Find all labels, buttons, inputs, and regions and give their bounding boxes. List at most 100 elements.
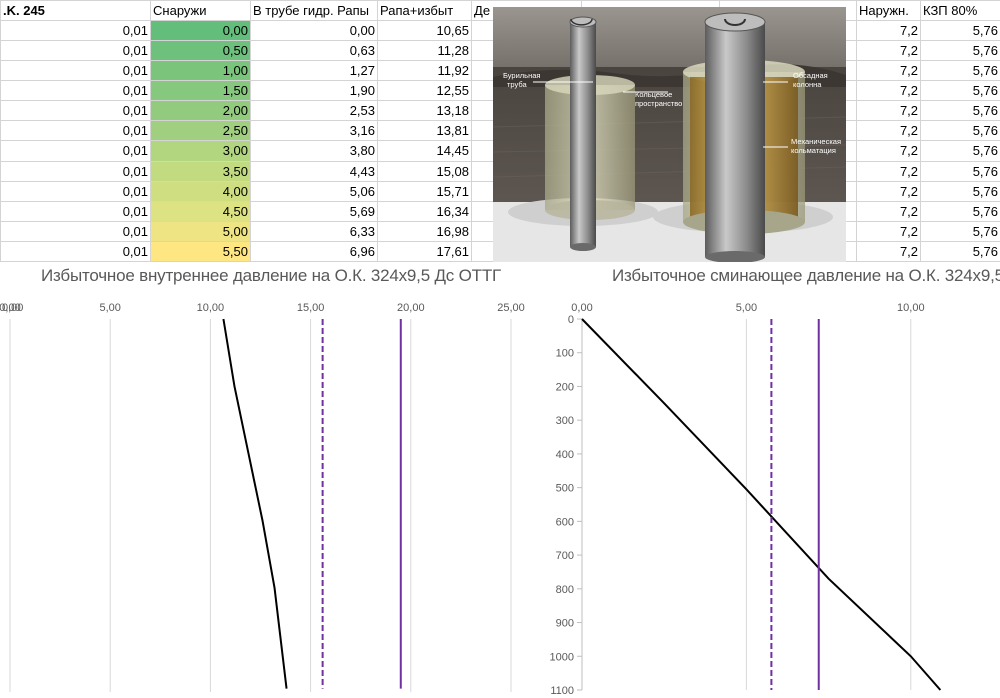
cell-kzp[interactable]: 5,76	[920, 60, 1000, 82]
cell-outside[interactable]: 1,00	[150, 60, 252, 82]
y-tick-label: 500	[556, 483, 574, 495]
cell-kzp[interactable]: 5,76	[920, 20, 1000, 42]
cell-kzp[interactable]: 5,76	[920, 220, 1000, 242]
cell-in-pipe[interactable]: 0,63	[250, 40, 379, 62]
cell-outside[interactable]: 1,50	[150, 80, 252, 102]
cell-kzp[interactable]: 5,76	[920, 80, 1000, 102]
cell-a[interactable]: 0,01	[0, 180, 152, 202]
cell-in-pipe[interactable]: 2,53	[250, 100, 379, 122]
cell-outside[interactable]: 2,50	[150, 120, 252, 142]
cell-brine-excess[interactable]: 16,34	[377, 200, 473, 222]
y-tick-label: 400	[556, 449, 574, 461]
cell-outer[interactable]: 7,2	[856, 80, 922, 102]
well-casing-illustration[interactable]: Бурильная труба Кольцевое пространство О…	[493, 7, 846, 262]
header-cell[interactable]: .K. 245	[0, 0, 152, 22]
cell-brine-excess[interactable]: 11,92	[377, 60, 473, 82]
cell-in-pipe[interactable]: 1,27	[250, 60, 379, 82]
cell-outside[interactable]: 4,50	[150, 200, 252, 222]
x-tick-label: 5,00	[99, 302, 120, 314]
cell-kzp[interactable]: 5,76	[920, 240, 1000, 263]
header-cell-in-pipe[interactable]: В трубе гидр. Рапы	[250, 0, 379, 22]
cell-a[interactable]: 0,01	[0, 160, 152, 182]
cell-outer[interactable]: 7,2	[856, 100, 922, 122]
label-casing-2: колонна	[793, 80, 822, 89]
cell-outer[interactable]: 7,2	[856, 20, 922, 42]
header-cell-outer[interactable]: Наружн.	[856, 0, 922, 22]
cell-outer[interactable]: 7,2	[856, 140, 922, 162]
cell-outer[interactable]: 7,2	[856, 60, 922, 82]
cell-outside[interactable]: 0,50	[150, 40, 252, 62]
cell-kzp[interactable]: 5,76	[920, 180, 1000, 202]
cell-a[interactable]: 0,01	[0, 40, 152, 62]
collapse-pressure-plot: 0,00 5,00 10,00 0 100 200 300 400 500 600 700 800 90…	[550, 302, 942, 697]
cell-a[interactable]: 0,01	[0, 80, 152, 102]
cell-brine-excess[interactable]: 13,81	[377, 120, 473, 142]
cell-in-pipe[interactable]: 5,06	[250, 180, 379, 202]
cell-brine-excess[interactable]: 11,28	[377, 40, 473, 62]
cell-in-pipe[interactable]: 6,33	[250, 220, 379, 242]
cell-outer[interactable]: 7,2	[856, 40, 922, 62]
y-tick-label: 1000	[550, 651, 574, 663]
x-tick-label: 0,00	[571, 302, 592, 314]
cell-brine-excess[interactable]: 14,45	[377, 140, 473, 162]
cell-outside[interactable]: 3,00	[150, 140, 252, 162]
cell-outside[interactable]: 4,00	[150, 180, 252, 202]
y-tick-label: 800	[556, 584, 574, 596]
cell-outer[interactable]: 7,2	[856, 240, 922, 263]
cell-outer[interactable]: 7,2	[856, 220, 922, 242]
y-tick-label: 200	[556, 381, 574, 393]
cell-in-pipe[interactable]: 5,69	[250, 200, 379, 222]
cell-brine-excess[interactable]: 15,71	[377, 180, 473, 202]
cell-a[interactable]: 0,01	[0, 240, 152, 263]
cell-a[interactable]: 0,01	[0, 140, 152, 162]
y-tick-label: 1100	[550, 685, 574, 697]
series-line	[581, 318, 942, 691]
y-tick-label: 0,00	[2, 302, 23, 314]
collapse-pressure-chart[interactable]: Избыточное сминающее давление на О.К. 32…	[540, 262, 1000, 698]
cell-outer[interactable]: 7,2	[856, 200, 922, 222]
cell-outside[interactable]: 2,00	[150, 100, 252, 122]
cell-brine-excess[interactable]: 17,61	[377, 240, 473, 263]
x-tick-label: 20,00	[397, 302, 425, 314]
header-cell-kzp[interactable]: КЗП 80%	[920, 0, 1000, 22]
cell-brine-excess[interactable]: 15,08	[377, 160, 473, 182]
cell-brine-excess[interactable]: 10,65	[377, 20, 473, 42]
cell-kzp[interactable]: 5,76	[920, 140, 1000, 162]
x-tick-label: 0,00	[0, 302, 21, 314]
cell-kzp[interactable]: 5,76	[920, 160, 1000, 182]
cell-a[interactable]: 0,01	[0, 120, 152, 142]
cell-a[interactable]: 0,01	[0, 20, 152, 42]
cell-in-pipe[interactable]: 6,96	[250, 240, 379, 263]
well-casing-drawing: Бурильная труба Кольцевое пространство О…	[493, 7, 846, 262]
cell-in-pipe[interactable]: 1,90	[250, 80, 379, 102]
cell-outer[interactable]: 7,2	[856, 180, 922, 202]
cell-kzp[interactable]: 5,76	[920, 100, 1000, 122]
cell-a[interactable]: 0,01	[0, 60, 152, 82]
cell-outside[interactable]: 0,00	[150, 20, 252, 42]
cell-a[interactable]: 0,01	[0, 100, 152, 122]
cell-kzp[interactable]: 5,76	[920, 120, 1000, 142]
cell-outside[interactable]: 3,50	[150, 160, 252, 182]
cell-brine-excess[interactable]: 16,98	[377, 220, 473, 242]
cell-brine-excess[interactable]: 13,18	[377, 100, 473, 122]
cell-in-pipe[interactable]: 3,80	[250, 140, 379, 162]
header-cell-outside[interactable]: Снаружи	[150, 0, 252, 22]
x-tick-label: 15,00	[297, 302, 325, 314]
cell-kzp[interactable]: 5,76	[920, 200, 1000, 222]
cell-outer[interactable]: 7,2	[856, 160, 922, 182]
cell-in-pipe[interactable]: 3,16	[250, 120, 379, 142]
x-tick-label: 10,00	[897, 302, 925, 314]
cell-outside[interactable]: 5,50	[150, 240, 252, 263]
cell-in-pipe[interactable]: 0,00	[250, 20, 379, 42]
cell-a[interactable]: 0,01	[0, 220, 152, 242]
internal-pressure-chart[interactable]: Избыточное внутреннее давление на О.К. 3…	[0, 262, 540, 698]
cell-outer[interactable]: 7,2	[856, 120, 922, 142]
cell-a[interactable]: 0,01	[0, 200, 152, 222]
cell-outside[interactable]: 5,00	[150, 220, 252, 242]
cell-kzp[interactable]: 5,76	[920, 40, 1000, 62]
cell-brine-excess[interactable]: 12,55	[377, 80, 473, 102]
label-drill-pipe-2: труба	[507, 80, 527, 89]
cell-in-pipe[interactable]: 4,43	[250, 160, 379, 182]
header-cell-brine-excess[interactable]: Рапа+избыт	[377, 0, 473, 22]
y-tick-label: 0	[568, 314, 574, 326]
